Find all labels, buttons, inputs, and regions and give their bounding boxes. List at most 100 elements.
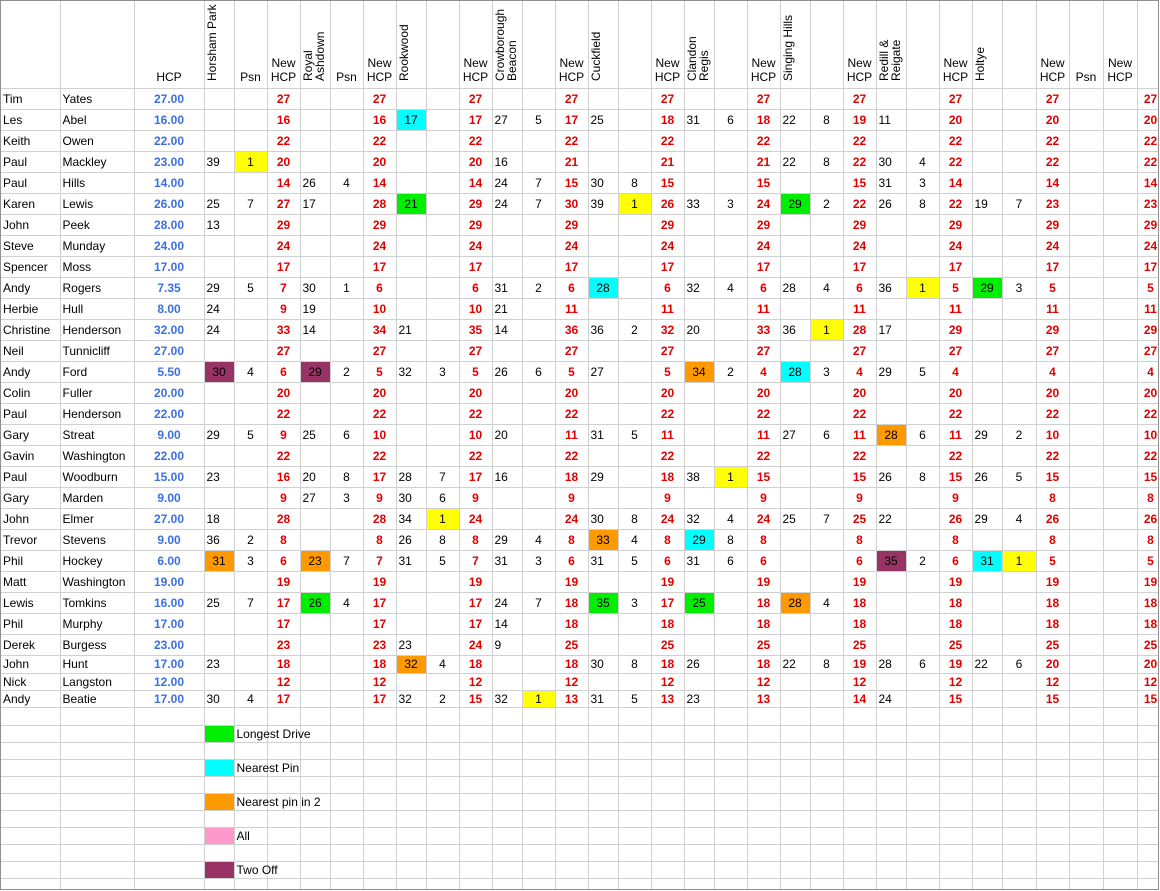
score-value <box>876 257 906 278</box>
position-value <box>1103 572 1137 593</box>
empty-cell <box>522 845 555 862</box>
position-value <box>618 110 651 131</box>
position-value <box>1002 383 1036 404</box>
position-value <box>810 89 843 110</box>
position-value <box>810 383 843 404</box>
position-value <box>234 236 267 257</box>
position-value: 3 <box>618 593 651 614</box>
position-value <box>714 635 747 656</box>
score-value <box>204 674 234 691</box>
new-hcp-value: 22 <box>939 194 972 215</box>
position-value <box>1103 614 1137 635</box>
position-value <box>810 236 843 257</box>
course-name: Clandon Regis <box>686 3 710 81</box>
position-value <box>330 257 363 278</box>
first-name: John <box>1 509 60 530</box>
score-value <box>972 173 1002 194</box>
score-value <box>972 446 1002 467</box>
empty-cell <box>1103 760 1137 777</box>
table-row: Colin Fuller 20.00 20 20 20 20 20 20 20 20 20 20 <box>1 383 1159 404</box>
position-value <box>426 131 459 152</box>
score-value: 26 <box>972 467 1002 488</box>
position-value: 3 <box>522 551 555 572</box>
empty-cell <box>651 743 684 760</box>
empty-cell <box>714 828 747 845</box>
empty-cell <box>843 828 876 845</box>
position-value <box>234 131 267 152</box>
score-value <box>588 341 618 362</box>
empty-cell <box>1002 777 1036 794</box>
table-row: Herbie Hull 8.00 24 9 19 10 10 21 11 11 11 11 11 11 11 <box>1 299 1159 320</box>
score-value: 21 <box>396 194 426 215</box>
blank-row <box>1 879 1159 891</box>
empty-cell <box>1103 708 1137 726</box>
empty-cell <box>906 879 939 891</box>
empty-cell <box>426 862 459 879</box>
new-hcp-value: 17 <box>843 257 876 278</box>
score-value <box>204 236 234 257</box>
empty-cell <box>780 760 810 777</box>
empty-cell <box>363 743 396 760</box>
position-value: 8 <box>714 530 747 551</box>
empty-cell <box>426 879 459 891</box>
empty-cell <box>1069 828 1103 845</box>
position-value <box>618 614 651 635</box>
new-hcp-value: 17 <box>1036 257 1069 278</box>
empty-cell <box>618 879 651 891</box>
position-value <box>234 341 267 362</box>
score-value: 39 <box>204 152 234 173</box>
position-value: 5 <box>234 425 267 446</box>
position-value <box>522 572 555 593</box>
new-hcp-value: 18 <box>747 593 780 614</box>
score-value: 30 <box>396 488 426 509</box>
empty-cell <box>204 708 234 726</box>
new-hcp-value: 8 <box>651 530 684 551</box>
empty-cell <box>651 879 684 891</box>
empty-cell <box>1036 708 1069 726</box>
position-value <box>618 236 651 257</box>
position-value: 2 <box>522 278 555 299</box>
new-hcp-value: 4 <box>747 362 780 383</box>
empty-cell <box>1103 845 1137 862</box>
empty-cell <box>300 828 330 845</box>
empty-cell <box>396 794 426 811</box>
empty-cell <box>363 845 396 862</box>
new-hcp-value: 19 <box>1137 572 1159 593</box>
legend-label: Two Off <box>234 862 267 879</box>
hcp-value: 12.00 <box>134 674 204 691</box>
position-value: 8 <box>618 656 651 674</box>
position-value: 1 <box>810 320 843 341</box>
course-name: Redill & Reigate <box>878 3 902 81</box>
score-value <box>396 215 426 236</box>
score-value <box>876 674 906 691</box>
position-value <box>1103 257 1137 278</box>
empty-cell <box>618 811 651 828</box>
empty-cell <box>204 845 234 862</box>
position-value <box>1002 593 1036 614</box>
empty-cell <box>459 743 492 760</box>
empty-cell <box>588 811 618 828</box>
score-value: 19 <box>300 299 330 320</box>
score-value: 29 <box>876 362 906 383</box>
score-value: 13 <box>204 215 234 236</box>
score-value <box>972 236 1002 257</box>
empty-cell <box>234 777 267 794</box>
new-hcp-value: 6 <box>843 551 876 572</box>
score-value <box>300 89 330 110</box>
empty-cell <box>330 743 363 760</box>
legend-row: Two Off <box>1 862 1159 879</box>
header-psn <box>1002 1 1036 89</box>
empty-cell <box>1137 708 1159 726</box>
new-hcp-value: 24 <box>747 509 780 530</box>
score-value <box>780 446 810 467</box>
new-hcp-value: 4 <box>843 362 876 383</box>
position-value <box>906 320 939 341</box>
score-value <box>1069 383 1103 404</box>
new-hcp-value: 6 <box>651 551 684 572</box>
new-hcp-value: 14 <box>363 173 396 194</box>
empty-cell <box>204 811 234 828</box>
position-value: 4 <box>522 530 555 551</box>
new-hcp-value: 12 <box>651 674 684 691</box>
new-hcp-value: 20 <box>1036 656 1069 674</box>
position-value <box>234 509 267 530</box>
